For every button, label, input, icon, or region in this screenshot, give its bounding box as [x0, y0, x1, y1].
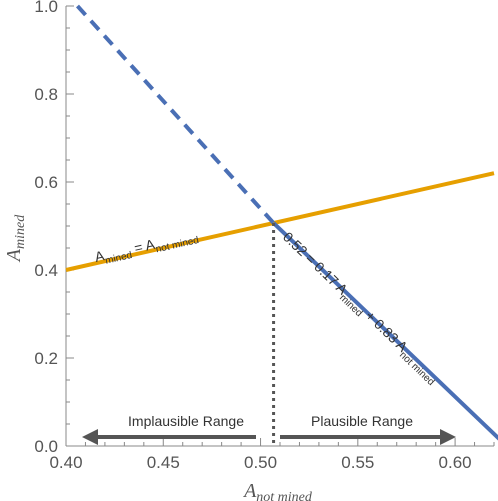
implausible-arrow-head: [82, 429, 98, 445]
x-tick-label-0: 0.40: [49, 453, 82, 472]
x-tick-label-1: 0.45: [147, 453, 180, 472]
series-line-1: [75, 4, 276, 225]
series-line-2: [272, 221, 498, 441]
blue-label-pre: 0.52 = 0.17 A: [280, 229, 351, 298]
y-tick-label-3: 0.6: [34, 173, 58, 192]
y-tick-label-2: 0.4: [34, 261, 58, 280]
orange-line-label: Amined = Anot mined: [93, 226, 200, 269]
plausible-range-arrow: [280, 429, 456, 445]
plausible-range-label: Plausible Range: [311, 413, 413, 429]
y-tick-label-0: 0.0: [34, 437, 58, 456]
plausible-arrow-head: [440, 429, 456, 445]
blue-line-label: 0.52 = 0.17 Amined + 0.83 Anot mined: [277, 229, 442, 388]
x-axis-title-sub: not mined: [256, 490, 313, 501]
orange-label-pre: A: [93, 247, 106, 265]
implausible-range-arrow: [82, 429, 256, 445]
orange-label-sub2: not mined: [155, 235, 200, 255]
y-axis-title: Amined: [3, 214, 28, 263]
x-tick-label-3: 0.55: [341, 453, 374, 472]
series-line-0: [65, 171, 495, 272]
y-tick-label-1: 0.2: [34, 349, 58, 368]
x-axis-title-base: A: [242, 480, 257, 501]
x-tick-label-2: 0.50: [244, 453, 277, 472]
x-axis-title: Anot mined: [242, 480, 313, 501]
orange-label-sub1: mined: [104, 250, 133, 267]
series-group: [65, 4, 498, 441]
orange-label-mid: = A: [129, 236, 157, 257]
y-tick-label-4: 0.8: [34, 85, 58, 104]
y-axis-title-sub: mined: [13, 214, 28, 249]
implausible-range-label: Implausible Range: [128, 413, 244, 429]
blue-label-sub2: not mined: [397, 350, 436, 388]
axes: 0.0 0.2 0.4 0.6 0.8 1.0 0.40 0.45 0.50 0.55 0.60: [34, 0, 495, 472]
y-axis-title-base: A: [3, 248, 25, 263]
blue-label-mid: + 0.83 A: [360, 305, 412, 355]
x-tick-label-4: 0.60: [439, 453, 472, 472]
y-tick-label-5: 1.0: [34, 0, 58, 16]
